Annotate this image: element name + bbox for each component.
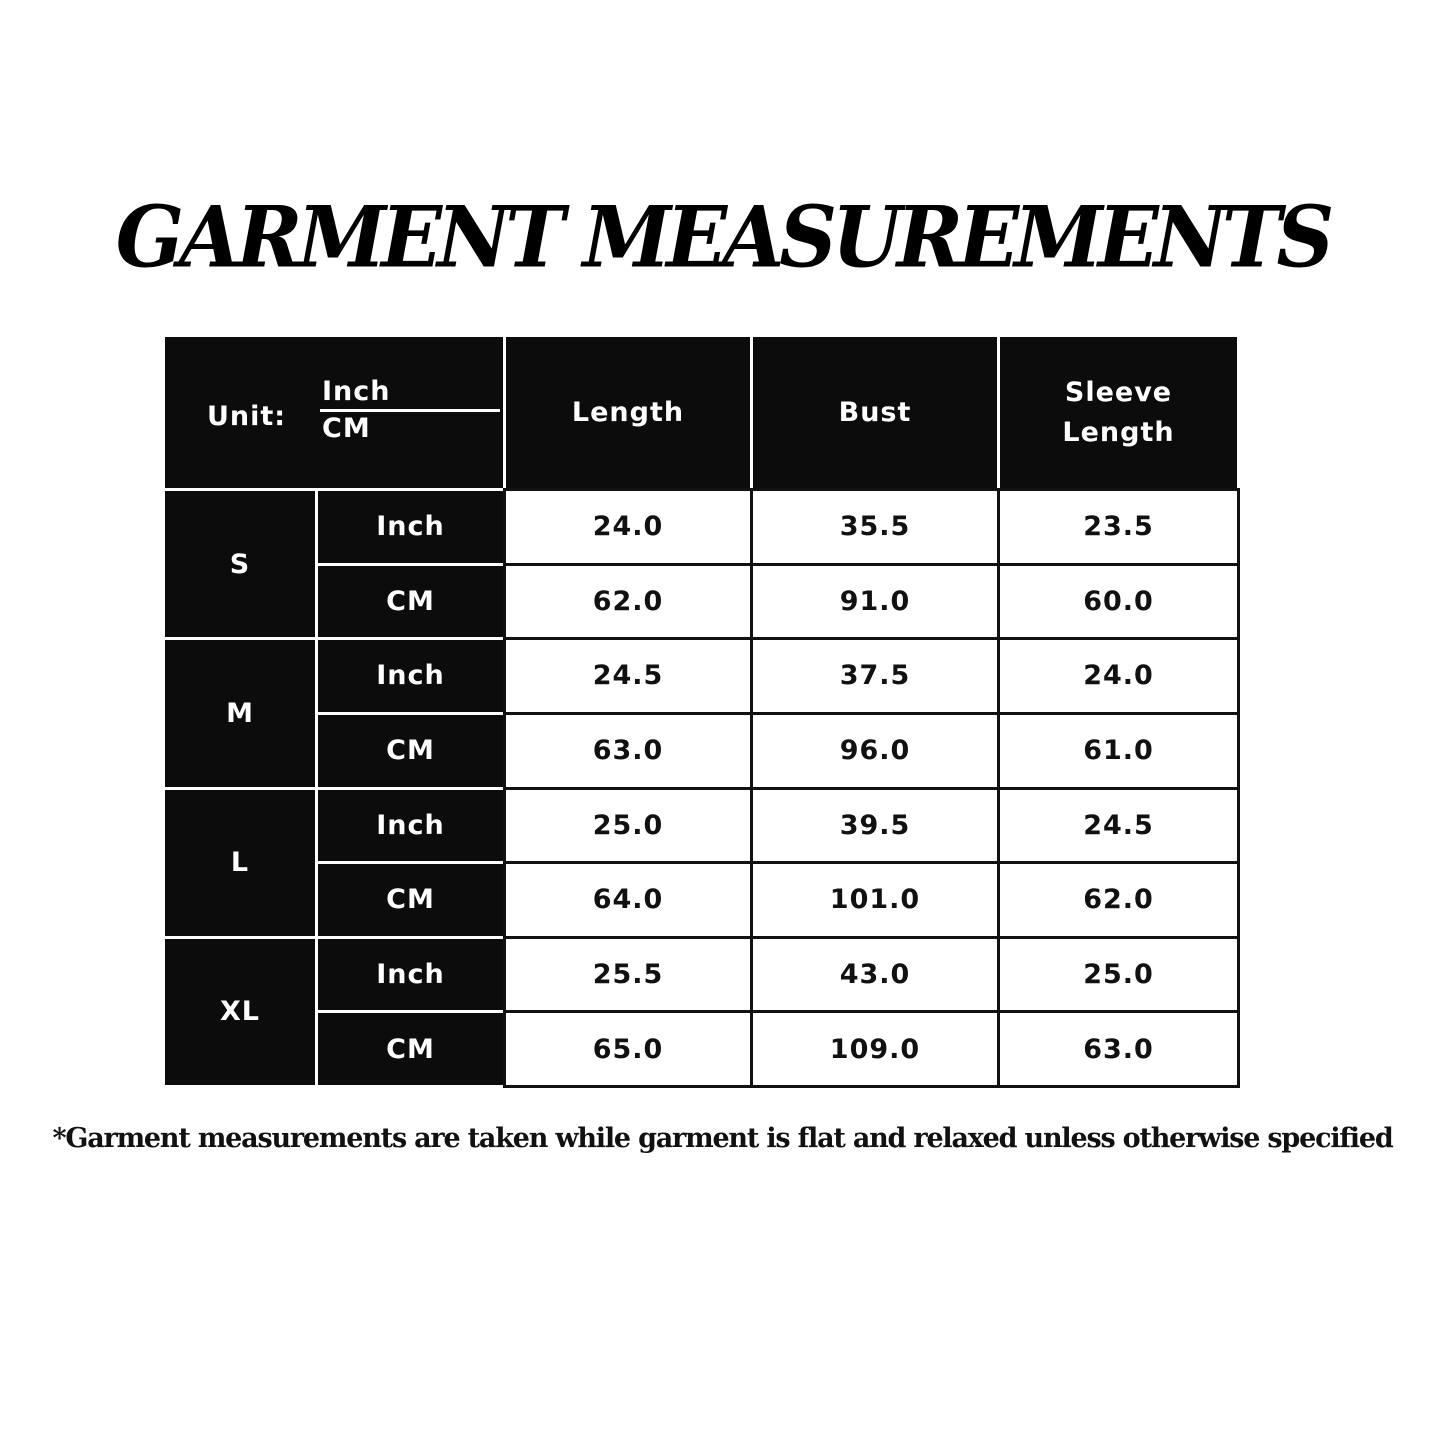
measurement-cell: 24.5 [997,786,1240,865]
unit-fraction: Inch CM [320,375,500,446]
measurement-cell: 24.5 [503,637,753,715]
column-header-sleeve-length: Sleeve Length [1000,337,1237,488]
measurement-cell: 109.0 [750,1010,1000,1088]
column-header-length: Length [506,337,750,488]
size-label: L [165,789,315,936]
measurement-cell: 24.0 [503,488,753,566]
measurement-cell: 101.0 [750,861,1000,939]
measurement-cell: 61.0 [997,711,1240,790]
column-header-bust: Bust [753,337,997,488]
measurement-cell: 25.0 [503,786,753,865]
measurement-cell: 62.0 [997,861,1240,939]
unit-label-cell: Inch [318,640,503,712]
measurement-cell: 43.0 [750,935,1000,1014]
unit-inch-label: Inch [320,375,500,412]
measurement-cell: 39.5 [750,786,1000,865]
measurement-cell: 23.5 [997,488,1240,566]
unit-header-cell: Unit: Inch CM [165,337,503,488]
measurement-cell: 65.0 [503,1010,753,1088]
measurement-cell: 25.0 [997,935,1240,1014]
measurement-cell: 96.0 [750,711,1000,790]
unit-label-cell: CM [318,565,503,638]
footnote: *Garment measurements are taken while ga… [52,1123,1393,1154]
unit-label: Unit: [207,401,287,432]
measurement-cell: 64.0 [503,861,753,939]
measurement-cell: 37.5 [750,637,1000,715]
unit-label-cell: Inch [318,938,503,1011]
measurement-cell: 62.0 [503,562,753,641]
size-label: S [165,491,315,638]
unit-cm-label: CM [322,412,371,444]
unit-label-cell: CM [318,1013,503,1085]
size-chart-table: Unit: Inch CM Length Bust Sleeve Length … [165,337,1240,1088]
unit-label-cell: Inch [318,491,503,563]
measurement-cell: 35.5 [750,488,1000,566]
measurement-cell: 60.0 [997,562,1240,641]
unit-label-cell: CM [318,864,503,936]
unit-label-cell: Inch [318,789,503,862]
measurement-cell: 91.0 [750,562,1000,641]
measurement-cell: 63.0 [997,1010,1240,1088]
page-title: GARMENT MEASUREMENTS [115,187,1334,287]
size-label: M [165,640,315,787]
measurement-cell: 63.0 [503,711,753,790]
measurement-cell: 25.5 [503,935,753,1014]
unit-label-cell: CM [318,714,503,787]
measurement-cell: 24.0 [997,637,1240,715]
size-label: XL [165,938,315,1085]
